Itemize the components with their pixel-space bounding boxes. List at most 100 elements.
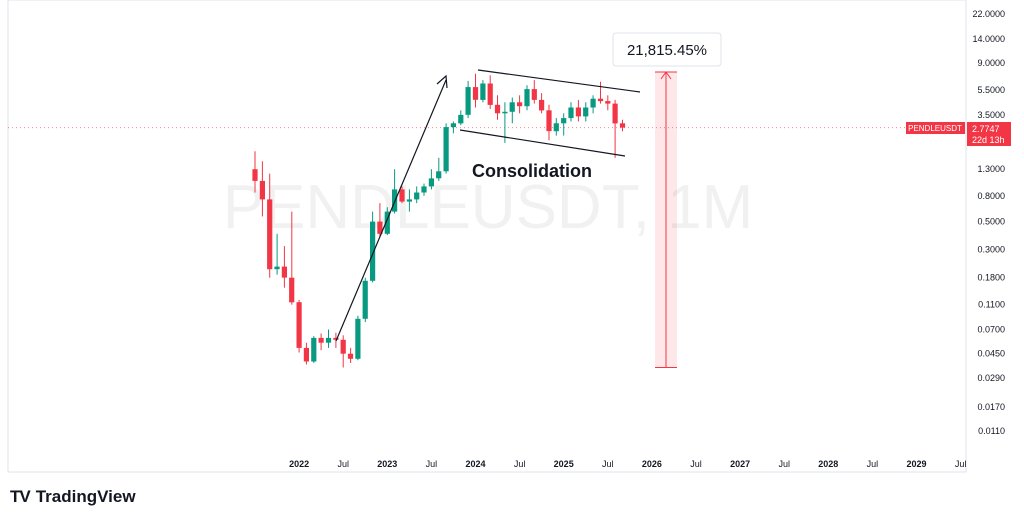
- candle[interactable]: [539, 93, 545, 114]
- time-axis[interactable]: 2022 Jul 2023 Jul 2024 Jul 2025 Jul 2026 Jul 2027 J…: [289, 459, 966, 469]
- candle[interactable]: [524, 85, 530, 111]
- candle[interactable]: [597, 81, 604, 104]
- candle[interactable]: [553, 118, 559, 136]
- candle[interactable]: [296, 299, 302, 353]
- candle[interactable]: [325, 329, 332, 348]
- drawings[interactable]: [335, 69, 641, 342]
- channel-lower-line[interactable]: [459, 129, 626, 157]
- candle-body: [583, 107, 589, 117]
- price-tick-label: 0.1800: [977, 273, 1005, 283]
- candle[interactable]: [281, 246, 287, 288]
- candle[interactable]: [612, 99, 618, 158]
- candle[interactable]: [399, 186, 405, 204]
- candle[interactable]: [259, 161, 265, 217]
- price-tick-label: 0.0170: [977, 402, 1005, 412]
- candle-body: [480, 83, 486, 100]
- time-tick-label: 2028: [818, 459, 838, 469]
- candle[interactable]: [362, 277, 368, 323]
- price-axis[interactable]: 22.0000 14.0000 9.0000 5.5000 3.5000 1.3000 0.…: [972, 9, 1005, 436]
- candle-body: [289, 277, 295, 303]
- symbol-tag-label: PENDLEUSDT: [908, 124, 962, 133]
- brand-name: TradingView: [35, 487, 136, 506]
- candle[interactable]: [443, 123, 449, 174]
- time-tick-label: Jul: [426, 459, 438, 469]
- candle[interactable]: [355, 315, 361, 361]
- candle[interactable]: [494, 95, 501, 120]
- candle[interactable]: [421, 183, 427, 196]
- candle-body: [568, 107, 574, 119]
- candle[interactable]: [575, 99, 581, 122]
- candle[interactable]: [509, 97, 515, 124]
- candle[interactable]: [370, 211, 376, 283]
- candle[interactable]: [414, 186, 420, 204]
- time-tick-label: Jul: [690, 459, 702, 469]
- price-tick-label: 3.5000: [977, 110, 1005, 120]
- candle-body: [487, 83, 493, 105]
- candle[interactable]: [472, 73, 479, 108]
- candle-body: [494, 104, 501, 114]
- time-tick-label: Jul: [514, 459, 526, 469]
- candle[interactable]: [465, 80, 471, 119]
- candle[interactable]: [274, 233, 280, 275]
- price-range-measure[interactable]: [655, 71, 677, 368]
- candle[interactable]: [428, 169, 434, 190]
- candle[interactable]: [568, 102, 574, 122]
- channel-upper-line[interactable]: [477, 69, 641, 93]
- last-price-tag: [967, 122, 1011, 146]
- candle-body: [274, 266, 280, 270]
- trend-arrow-line[interactable]: [335, 79, 447, 342]
- pattern-label: Consolidation: [472, 161, 592, 181]
- tradingview-branding[interactable]: TV TradingView: [10, 487, 136, 507]
- candle[interactable]: [377, 203, 383, 237]
- last-price-tags: PENDLEUSDT 2.7747 22d 13h: [906, 122, 1011, 146]
- candle[interactable]: [590, 95, 596, 114]
- candle[interactable]: [450, 121, 456, 134]
- candle[interactable]: [406, 189, 412, 212]
- candle-body: [575, 107, 581, 117]
- candle-body: [252, 169, 258, 181]
- candle[interactable]: [318, 333, 324, 351]
- candles[interactable]: [252, 73, 626, 368]
- candle[interactable]: [384, 207, 390, 236]
- candle-body: [384, 211, 390, 234]
- candle-body: [421, 186, 427, 193]
- last-price-label: 2.7747: [972, 124, 1000, 134]
- candle[interactable]: [502, 102, 508, 143]
- chart-pane[interactable]: [7, 0, 967, 473]
- candle[interactable]: [561, 113, 567, 136]
- candle[interactable]: [583, 102, 589, 122]
- candle[interactable]: [605, 95, 611, 111]
- candle-body: [318, 337, 324, 343]
- candle[interactable]: [458, 110, 464, 126]
- candle[interactable]: [289, 211, 295, 305]
- candle-body: [362, 280, 368, 319]
- candle[interactable]: [347, 347, 354, 363]
- candle[interactable]: [487, 75, 493, 109]
- price-tick-label: 0.3000: [977, 245, 1005, 255]
- candle[interactable]: [619, 119, 626, 132]
- candle[interactable]: [480, 80, 486, 103]
- candle-body: [546, 110, 552, 132]
- candle[interactable]: [311, 336, 317, 363]
- candle-body: [465, 87, 471, 115]
- candle-body: [436, 171, 442, 179]
- candle[interactable]: [340, 335, 346, 368]
- candle[interactable]: [531, 80, 537, 104]
- candle-body: [355, 318, 361, 359]
- candle-body: [347, 353, 354, 359]
- price-tick-label: 22.0000: [972, 9, 1005, 19]
- candle[interactable]: [546, 104, 552, 141]
- candle-body: [597, 98, 604, 102]
- candle[interactable]: [252, 151, 258, 193]
- candle-body: [428, 178, 434, 187]
- time-tick-label: 2025: [554, 459, 574, 469]
- candle[interactable]: [517, 95, 523, 114]
- candle[interactable]: [436, 157, 442, 181]
- measure-arrowhead-icon: [660, 71, 672, 80]
- candle[interactable]: [267, 173, 273, 278]
- candle-body: [311, 337, 317, 362]
- candle-body: [619, 123, 626, 128]
- candle[interactable]: [303, 342, 309, 365]
